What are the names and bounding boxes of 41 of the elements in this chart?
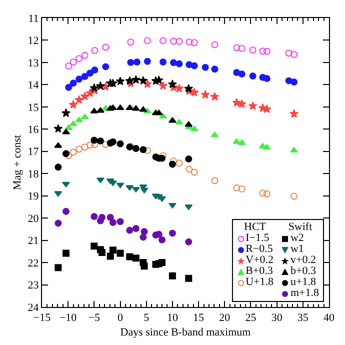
y-tick-label: 17: [28, 146, 40, 158]
legend-label: v+0.2: [290, 254, 316, 266]
legend-label: b+0.3: [290, 265, 316, 277]
y-tick-label: 20: [28, 212, 40, 225]
legend-label: I−1.5: [246, 232, 270, 244]
x-tick-label: 40: [324, 312, 335, 324]
legend-label: u+1.8: [290, 276, 316, 288]
y-axis-title: Mag + const: [11, 134, 24, 190]
y-tick-label: 19: [28, 190, 40, 203]
y-tick-label: 18: [28, 168, 40, 180]
y-tick-label: 11: [28, 12, 39, 25]
x-tick-label: 0: [118, 312, 124, 324]
y-tick-label: 13: [28, 57, 40, 70]
x-tick-label: 35: [297, 312, 309, 324]
y-tick-label: 24: [28, 302, 40, 314]
legend-label: R−0.5: [246, 243, 273, 255]
y-tick-label: 16: [28, 124, 40, 136]
x-tick-label: 30: [271, 312, 283, 324]
y-tick-label: 21: [28, 235, 39, 248]
x-tick-label: 25: [245, 312, 257, 324]
legend-label: w2: [290, 232, 304, 244]
legend-label: m+1.8: [290, 287, 319, 299]
x-tick-label: −15: [33, 312, 52, 324]
y-tick-label: 22: [28, 257, 39, 270]
annotation: Swift: [287, 221, 314, 233]
x-axis-title: Days since B-band maximum: [120, 326, 252, 338]
x-tick-label: 15: [193, 312, 205, 324]
legend-label: w1: [290, 243, 304, 255]
x-tick-label: 5: [144, 312, 150, 324]
x-tick-label: −5: [88, 312, 101, 324]
legend-label: B+0.3: [246, 265, 273, 277]
legend-label: U+1.8: [246, 276, 274, 288]
x-tick-label: 20: [219, 312, 231, 324]
y-tick-label: 23: [28, 280, 40, 292]
legend-label: V+0.2: [246, 254, 274, 266]
x-tick-label: −10: [59, 312, 78, 324]
y-tick-label: 12: [28, 35, 39, 48]
y-tick-label: 14: [28, 80, 40, 92]
y-tick-label: 15: [28, 102, 40, 114]
annotation: HCT: [243, 221, 268, 233]
x-tick-label: 10: [166, 312, 178, 324]
